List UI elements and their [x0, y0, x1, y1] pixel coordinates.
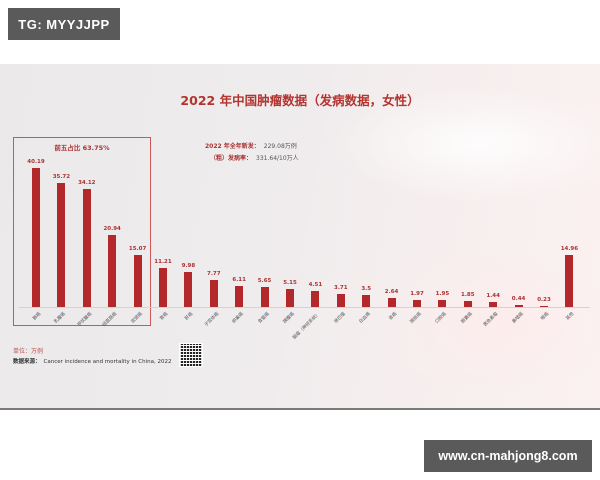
decorative-glow: [330, 84, 600, 204]
bar-value-label: 0.23: [537, 297, 551, 303]
bar: [209, 280, 218, 307]
incidence-rate-label: （粗）发病率：: [210, 155, 253, 162]
bar: [57, 183, 66, 307]
bar-value-label: 3.71: [334, 285, 348, 292]
bar: [438, 300, 447, 307]
category-label: 白血病: [358, 311, 372, 325]
bar-value-label: 5.65: [257, 278, 272, 285]
bar-value-label: 9.98: [181, 263, 196, 270]
watermark-site-badge: www.cn-mahjong8.com: [424, 440, 592, 472]
bar: [463, 300, 472, 307]
bar: [565, 255, 574, 307]
watermark-tg-badge: TG: MYYJJPP: [8, 8, 120, 40]
bar: [286, 289, 294, 307]
bar: [133, 254, 142, 307]
bar-value-label: 1.97: [410, 291, 424, 298]
category-label: 胃癌: [159, 311, 170, 322]
bar-value-label: 0.44: [511, 296, 526, 303]
category-label: 淋巴瘤: [333, 311, 347, 325]
bar-value-label: 34.12: [78, 179, 96, 186]
category-label: 子宫体癌: [203, 311, 221, 328]
category-label: 食管癌: [257, 311, 271, 325]
bar-value-label: 6.11: [232, 276, 246, 283]
bar-value-label: 1.95: [435, 291, 450, 298]
new-cases-row: 2022 年全年新发： 229.08万例: [205, 141, 299, 153]
source-label: 数据来源：: [13, 359, 41, 365]
decorative-glow: [380, 244, 600, 404]
bar: [336, 294, 345, 307]
bar: [184, 272, 193, 307]
x-axis-baseline: [18, 307, 590, 308]
bar: [540, 306, 548, 307]
bar-value-label: 20.94: [103, 225, 121, 232]
chart-panel: 2022 年中国肿瘤数据（发病数据，女性） 2022 年全年新发： 229.08万…: [0, 64, 600, 410]
bar: [387, 297, 396, 307]
category-label: 脑瘤（神经系统）: [292, 311, 322, 341]
bar: [159, 268, 167, 307]
bar-value-label: 14.96: [560, 246, 579, 253]
bar: [32, 167, 40, 307]
bar: [260, 287, 269, 307]
bar: [413, 300, 421, 307]
chart-title: 2022 年中国肿瘤数据（发病数据，女性）: [180, 93, 420, 108]
incidence-rate-value: 331.64/10万人: [256, 155, 299, 162]
bar-value-label: 15.07: [128, 245, 147, 252]
bar-value-label: 5.15: [283, 280, 297, 287]
category-label: 肝癌: [184, 311, 195, 322]
bar-value-label: 11.21: [154, 259, 172, 266]
summary-stats: 2022 年全年新发： 229.08万例 （粗）发病率： 331.64/10万人: [205, 141, 299, 165]
bar: [362, 294, 371, 307]
bar: [108, 234, 117, 307]
bar: [311, 291, 320, 307]
category-label: 胰腺癌: [282, 311, 296, 325]
top5-share-label: 前五占比 63.75%: [54, 144, 110, 152]
top5-highlight-box: 前五占比 63.75%: [13, 137, 151, 326]
bar-value-label: 4.51: [308, 282, 323, 289]
bar-value-label: 1.85: [461, 291, 475, 298]
bar: [489, 302, 498, 307]
bar-value-label: 7.77: [207, 271, 221, 278]
unit-label: 单位：万例: [13, 348, 44, 355]
category-label: 卵巢癌: [231, 311, 245, 325]
bar-value-label: 3.5: [361, 285, 372, 292]
bar: [514, 305, 523, 307]
bar: [235, 285, 244, 307]
bar-value-label: 40.19: [27, 158, 45, 165]
new-cases-value: 229.08万例: [263, 143, 297, 150]
bar-value-label: 1.44: [486, 293, 500, 300]
new-cases-label: 2022 年全年新发：: [205, 143, 260, 150]
source-value: Cancer incidence and mortality in China,…: [43, 359, 172, 365]
incidence-rate-row: （粗）发病率： 331.64/10万人: [210, 153, 299, 165]
bar-value-label: 35.72: [52, 174, 71, 181]
qr-code-icon: [179, 343, 203, 367]
bar-value-label: 2.64: [384, 288, 399, 295]
bar: [82, 188, 91, 307]
data-source: 数据来源： Cancer incidence and mortality in C…: [13, 357, 172, 365]
